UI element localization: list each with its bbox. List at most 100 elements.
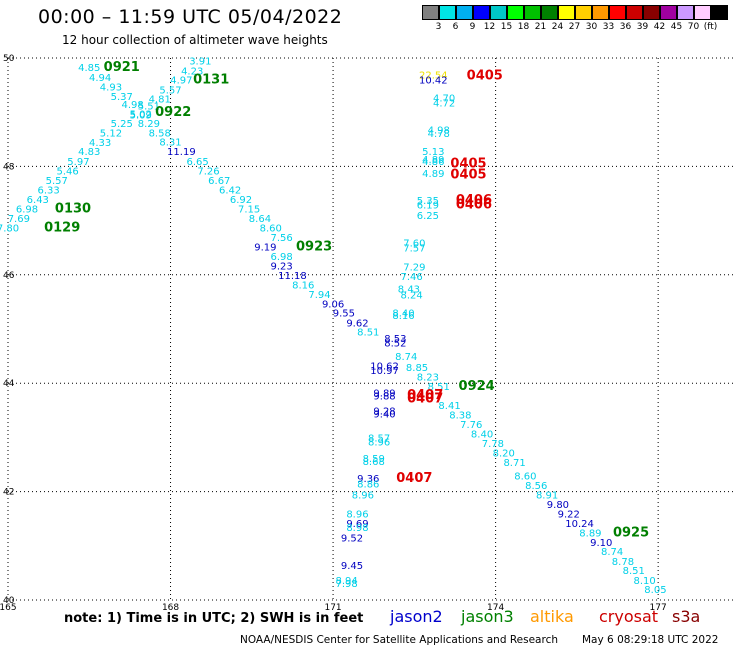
wave-height-label: 11.18 — [278, 271, 307, 282]
wave-height-label: 6.98 — [16, 205, 38, 216]
legend-swatch — [558, 5, 575, 20]
wave-height-label: 8.58 — [149, 128, 171, 139]
page-subtitle: 12 hour collection of altimeter wave hei… — [62, 33, 328, 47]
wave-height-label: 7.26 — [197, 167, 219, 178]
legend-label: 15 — [500, 22, 513, 32]
legend-swatch — [524, 5, 541, 20]
wave-height-label: 10.24 — [565, 519, 594, 530]
wave-height-label: 4.78 — [428, 129, 450, 140]
wave-height-label: 8.86 — [357, 479, 379, 490]
wave-height-label: 4.85 — [78, 63, 100, 74]
wave-height-label: 5.12 — [100, 128, 122, 139]
legend-label: 30 — [585, 22, 598, 32]
wave-height-labels: 3.91 4.85 0921 4.23 4.94 4.97 0131 4.93 5.57 5.37… — [0, 57, 667, 596]
legend-label: 12 — [483, 22, 496, 32]
legend-label: 36 — [619, 22, 632, 32]
wave-height-label: 6.92 — [230, 195, 252, 206]
satellite-cryosat: cryosat — [599, 607, 659, 626]
wave-height-label: 9.28 — [373, 406, 395, 417]
legend-swatch — [660, 5, 677, 20]
wave-height-label: 8.96 — [346, 509, 368, 520]
wave-height-label: 4.86 — [422, 157, 444, 168]
pass-time-label: 0407 — [407, 388, 443, 403]
wave-height-label: 4.89 — [422, 155, 444, 166]
wave-height-label: 6.19 — [417, 200, 439, 211]
x-tick-label: 171 — [324, 603, 341, 613]
pass-time-label: 0407 — [407, 391, 443, 406]
wave-height-label: 8.57 — [368, 433, 390, 444]
wave-height-label: 8.52 — [384, 339, 406, 350]
wave-height-label: 8.68 — [363, 457, 385, 468]
wave-height-label: 4.70 — [433, 94, 455, 105]
y-tick-label: 46 — [3, 271, 15, 281]
wave-height-label: 8.59 — [363, 454, 385, 465]
legend-label: 6 — [452, 22, 459, 32]
x-tick-label: 165 — [0, 603, 17, 613]
wave-height-label: 8.60 — [514, 471, 536, 482]
y-tick-label: 40 — [3, 596, 15, 606]
wave-height-label: 5.37 — [111, 92, 133, 103]
page-title: 00:00 – 11:59 UTC 05/04/2022 — [38, 6, 343, 28]
wave-height-label: 8.16 — [392, 311, 414, 322]
wave-height-label: 11.19 — [167, 147, 196, 158]
wave-height-label: 10.97 — [370, 366, 399, 377]
legend-label: (ft) — [703, 22, 718, 32]
wave-height-label: 8.51 — [357, 328, 379, 339]
wave-height-label: 6.42 — [219, 186, 241, 197]
pass-time-label: 0923 — [296, 240, 332, 255]
wave-height-label: 9.52 — [341, 534, 363, 545]
wave-height-label: 5.25 — [111, 119, 133, 130]
wave-height-label: 4.83 — [78, 147, 100, 158]
wave-height-label: 6.33 — [38, 186, 60, 197]
wave-height-label: 9.06 — [322, 300, 344, 311]
wave-height-label: 7.94 — [308, 290, 330, 301]
wave-height-label: 4.97 — [170, 76, 192, 87]
wave-height-label: 9.69 — [346, 519, 368, 530]
wave-height-label: 7.98 — [335, 579, 357, 590]
legend-label: 9 — [469, 22, 476, 32]
wave-height-label: 4.72 — [433, 98, 455, 109]
wave-height-label: 5.35 — [417, 196, 439, 207]
wave-height-label: 8.43 — [398, 284, 420, 295]
wave-height-label: 4.94 — [89, 73, 111, 84]
wave-height-label: 4.93 — [100, 83, 122, 94]
x-tick-label: 168 — [162, 603, 179, 613]
pass-time-label: 0129 — [44, 221, 80, 236]
wave-height-label: 8.40 — [392, 309, 414, 320]
pass-time-label: 0921 — [104, 60, 140, 75]
wave-height-label: 8.23 — [417, 373, 439, 384]
wave-height-label: 22.54 — [419, 70, 448, 81]
wave-height-label: 8.64 — [249, 214, 271, 225]
wave-height-label: 8.94 — [335, 576, 357, 587]
wave-height-label: 6.67 — [208, 176, 230, 187]
pass-time-label: 0405 — [450, 168, 486, 183]
wave-height-label: 8.89 — [579, 528, 601, 539]
wave-height-label: 4.23 — [181, 66, 203, 77]
wave-height-label: 9.19 — [254, 243, 276, 254]
wave-height-label: 7.57 — [403, 244, 425, 255]
legend-swatch — [711, 5, 728, 20]
grid-lines — [7, 57, 734, 601]
wave-height-label: 4.98 — [428, 126, 450, 137]
legend-label: 42 — [653, 22, 666, 32]
pass-time-label: 0405 — [450, 157, 486, 172]
y-tick-label: 42 — [3, 488, 14, 498]
wave-height-label: 8.98 — [346, 523, 368, 534]
wave-height-label: 5.02 — [130, 109, 152, 120]
legend-label: 33 — [602, 22, 615, 32]
wave-height-label: 5.57 — [46, 176, 68, 187]
satellite-jason2: jason2 — [390, 607, 443, 626]
wave-height-label: 4.89 — [422, 169, 444, 180]
wave-height-label: 9.89 — [373, 388, 395, 399]
wave-height-label: 9.10 — [590, 538, 612, 549]
pass-time-label: 0406 — [456, 193, 492, 208]
wave-height-label: 4.33 — [89, 138, 111, 149]
wave-height-label: 6.98 — [270, 252, 292, 263]
pass-time-label: 0922 — [155, 105, 191, 120]
wave-height-label: 8.38 — [449, 411, 471, 422]
wave-height-label: 8.16 — [292, 281, 314, 292]
legend-label: 24 — [551, 22, 564, 32]
wave-height-label: 7.29 — [403, 263, 425, 274]
legend-swatch — [541, 5, 558, 20]
wave-height-label: 9.22 — [558, 509, 580, 520]
